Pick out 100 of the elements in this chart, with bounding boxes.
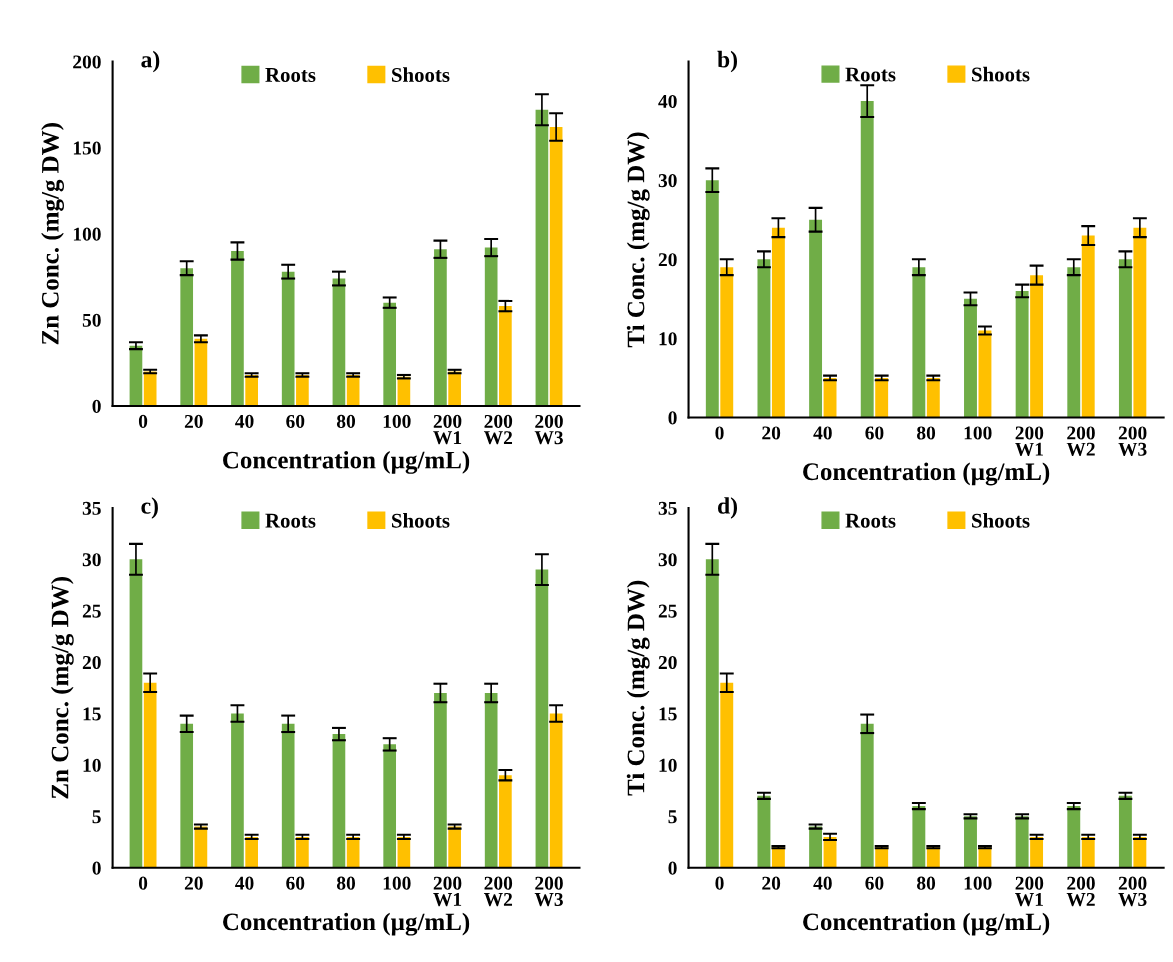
y-tick-label: 25 [658, 604, 677, 618]
chart-title: c) [141, 497, 158, 519]
x-tick-label: 200 W3 [534, 876, 563, 907]
bar [964, 298, 977, 418]
bar [809, 219, 823, 418]
x-tick-label: 200 W1 [1015, 876, 1044, 907]
x-tick-label: 60 [286, 876, 305, 890]
legend-label: Roots [845, 513, 896, 528]
bar [1133, 836, 1147, 868]
bar [1015, 816, 1029, 868]
y-tick-label: 35 [658, 501, 677, 515]
bar [484, 247, 498, 406]
bar [434, 249, 447, 406]
bar [1133, 227, 1147, 418]
x-tick-label: 40 [235, 876, 254, 890]
y-tick-label: 20 [658, 655, 677, 670]
bar [964, 816, 977, 868]
bar [129, 559, 143, 868]
bar [757, 795, 771, 868]
x-tick-label: 80 [917, 876, 936, 890]
bar [549, 127, 563, 406]
y-tick-label: 0 [92, 399, 101, 413]
x-tick-label: 20 [762, 876, 781, 890]
bar [809, 826, 823, 868]
legend-label: Roots [265, 68, 316, 82]
y-tick-label: 0 [668, 861, 677, 875]
bar [1015, 290, 1029, 418]
x-tick-label: 80 [336, 876, 356, 890]
bar [484, 692, 498, 868]
bar [245, 374, 258, 406]
bar [1118, 795, 1132, 868]
bar [549, 713, 563, 868]
bar [499, 306, 512, 406]
y-tick-label: 30 [82, 553, 101, 567]
x-axis-title: Concentration (µg/mL) [223, 912, 470, 936]
bar [860, 101, 874, 418]
bar [535, 109, 549, 406]
bar [332, 734, 346, 868]
bar [1118, 259, 1132, 418]
bar [978, 847, 992, 868]
y-tick-label: 200 [73, 55, 101, 69]
x-tick-label: 40 [813, 876, 832, 890]
x-tick-label: 20 [762, 426, 781, 440]
x-tick-label: 200 W3 [534, 414, 563, 445]
bar [1081, 235, 1095, 418]
bar [180, 268, 194, 406]
y-axis-title: Ti Conc. (mg/g DW) [626, 132, 650, 348]
bar [143, 682, 157, 868]
legend-label: Shoots [392, 513, 450, 528]
bar [978, 330, 992, 418]
x-tick-label: 20 [184, 876, 203, 890]
y-tick-label: 15 [83, 707, 101, 721]
chart-title: b) [717, 50, 738, 73]
x-axis-title: Concentration (µg/mL) [803, 462, 1050, 486]
y-axis-title: Ti Conc. (mg/g DW) [626, 580, 650, 796]
x-tick-label: 200 W3 [1118, 426, 1147, 456]
y-tick-label: 35 [82, 501, 101, 515]
bar [1067, 267, 1081, 418]
bar [720, 682, 734, 868]
x-tick-label: 80 [917, 426, 936, 440]
bar [535, 569, 549, 868]
x-tick-label: 200 W1 [433, 414, 462, 445]
bar [448, 371, 461, 406]
y-tick-label: 25 [82, 604, 101, 618]
legend-label: Roots [265, 513, 316, 528]
bar [383, 302, 397, 406]
bar [281, 271, 295, 406]
bar [143, 371, 157, 406]
bar [875, 377, 889, 418]
x-tick-label: 200 W2 [1066, 426, 1095, 456]
x-tick-label: 80 [336, 414, 356, 428]
bar [332, 278, 346, 406]
legend-label: Roots [845, 67, 896, 82]
bar [383, 744, 397, 868]
x-tick-label: 0 [138, 414, 148, 428]
x-tick-label: 100 [964, 426, 992, 440]
bar [705, 180, 719, 418]
x-axis-title: Concentration (µg/mL) [223, 450, 470, 474]
bar [245, 836, 258, 868]
x-tick-label: 40 [235, 414, 254, 428]
bar [720, 267, 734, 418]
x-tick-label: 20 [184, 414, 203, 428]
y-tick-label: 30 [658, 553, 677, 567]
chart-title: d) [718, 497, 738, 519]
bar [231, 250, 244, 406]
x-tick-label: 60 [286, 414, 305, 428]
y-tick-label: 10 [83, 758, 101, 772]
bar [129, 345, 143, 406]
bar [180, 723, 194, 868]
y-tick-label: 20 [658, 253, 677, 267]
bar [296, 836, 309, 868]
x-tick-label: 0 [715, 876, 724, 890]
y-tick-label: 10 [659, 758, 677, 772]
x-tick-label: 200 W3 [1118, 876, 1147, 907]
bar [296, 374, 309, 406]
y-tick-label: 5 [668, 810, 677, 824]
x-tick-label: 200 W2 [483, 414, 513, 445]
bar [1081, 836, 1095, 868]
x-tick-label: 60 [865, 426, 884, 440]
bar [194, 338, 208, 406]
